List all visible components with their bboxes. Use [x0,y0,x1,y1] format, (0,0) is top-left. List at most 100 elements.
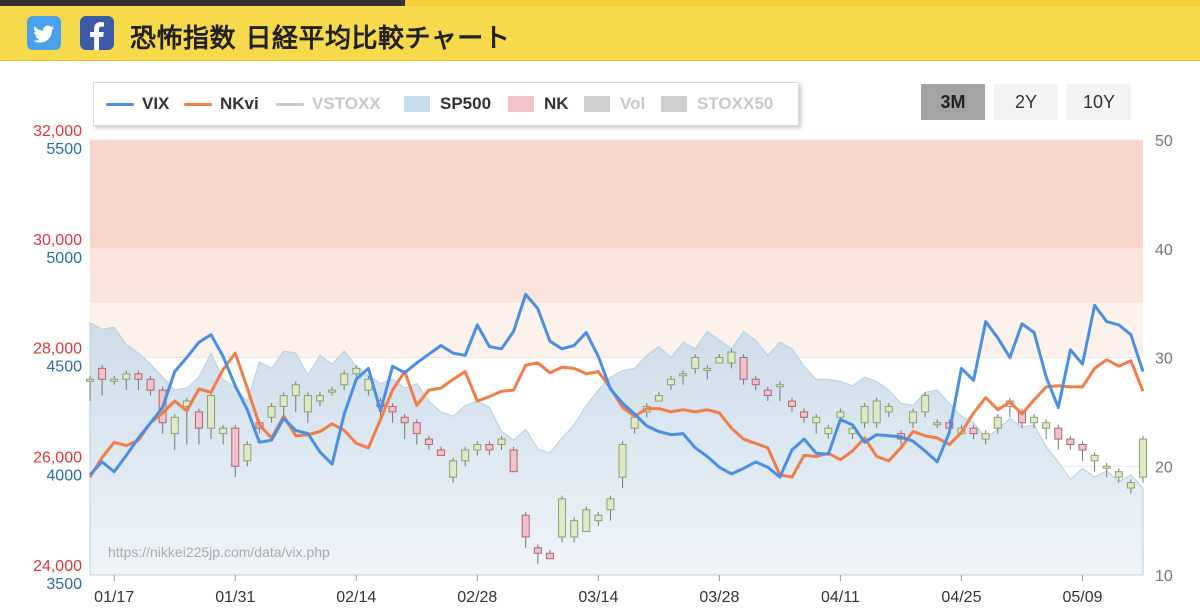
facebook-f-icon [90,22,104,50]
nk-candle-body [570,520,579,538]
nk-candle-body [788,400,796,407]
nk-candle-body [1066,438,1075,445]
nk-candle-body [521,514,530,538]
nk-axis-tick-label: 26,000 [33,449,82,466]
nk-candle-body [739,357,748,380]
top-strip [0,0,1200,6]
nk-candle-body [279,395,288,407]
nk-candle-body [594,514,603,522]
legend-swatch-sp500 [404,96,430,112]
page-header: 恐怖指数 日経平均比較チャート [0,6,1200,61]
nk-candle-body [703,367,712,371]
nk-candle-body [691,357,700,369]
nk-candle-body [1126,482,1135,489]
nk-candle-body [207,395,216,429]
nk-candle-body [1090,454,1099,462]
twitter-button[interactable] [27,16,61,50]
nk-candle-body [582,509,591,532]
nk-candle-body [340,373,349,386]
nk-candle-body [437,449,445,456]
nk-candle-body [219,427,228,435]
nk-axis-tick-label: 28,000 [33,341,82,358]
nk-candle-body [860,405,869,424]
legend-label-nkvi: NKvi [220,94,259,113]
legend-label-sp500: SP500 [440,94,492,113]
nk-candle-body [146,378,155,391]
nk-candle-body [872,400,881,424]
nk-candle-body [473,444,482,451]
nk-candle-body [328,389,337,393]
nk-candle-body [715,357,724,364]
legend-swatch-nk [508,96,534,112]
nk-candle-body [485,444,494,451]
nk-candle-body [654,395,663,402]
nk-candle-body [194,411,203,429]
nk-candle-body [122,373,131,380]
volatility-band-1 [90,248,1143,304]
nk-axis-tick-label: 32,000 [33,123,82,140]
nk-candle-body [388,405,397,413]
nk-candle-body [98,367,107,380]
legend-label-vix: VIX [142,94,170,113]
nk-candle-body [751,378,760,386]
x-tick-label: 05/09 [1062,589,1102,606]
nk-candle-body [981,433,990,440]
sp500-axis-tick-label: 4000 [46,467,82,484]
nk-candle-body [86,378,94,382]
x-tick-label: 03/14 [578,589,618,606]
nk-candle-body [1114,471,1123,478]
nk-candle-body [763,389,772,397]
legend-label-vol: Vol [620,94,646,113]
nk-candle-body [424,438,433,445]
facebook-button[interactable] [80,16,114,50]
legend-label-stoxx50: STOXX50 [697,94,774,113]
nk-candle-body [1054,427,1063,440]
twitter-bird-icon [33,25,54,43]
nk-candle-body [800,411,809,418]
nk-candle-body [400,416,409,424]
nk-candle-body [1030,416,1039,424]
nk-candle-body [412,422,421,435]
nk-axis-tick-label: 30,000 [33,232,82,249]
nk-candle-body [812,416,821,424]
volatility-band-0 [90,140,1143,249]
nk-candle-body [884,405,893,413]
nk-candle-body [291,384,300,397]
volatility-band-2 [90,303,1143,358]
x-tick-label: 04/25 [941,589,981,606]
nk-candle-body [1102,465,1111,469]
nk-candle-body [836,411,845,418]
vol-axis-tick-label: 40 [1155,242,1173,259]
nk-candle-body [303,395,312,413]
nk-candle-body [461,449,470,462]
sp500-axis-tick-label: 5500 [46,141,82,158]
nk-axis-tick-label: 24,000 [33,558,82,575]
nk-candle-body [630,416,639,429]
watermark-text: https://nikkei225jp.com/data/vix.php [108,544,330,560]
range-button-3m[interactable]: 3M [921,84,985,120]
nk-candle-body [449,460,458,478]
legend-swatch-vol [584,96,610,112]
nk-candle-body [993,416,1002,429]
legend-label-vstoxx: VSTOXX [312,94,381,113]
legend-swatch-vstoxx [276,103,304,106]
sp500-axis-tick-label: 5000 [46,250,82,267]
page-title: 恐怖指数 日経平均比較チャート [130,24,511,54]
vol-axis-tick-label: 50 [1155,133,1173,150]
range-button-10y[interactable]: 10Y [1067,84,1131,120]
vol-axis-tick-label: 20 [1155,459,1173,476]
nk-candle-body [666,378,675,386]
nk-candle-body [352,367,361,375]
nk-candle-body [969,427,978,435]
nk-candle-body [545,552,554,560]
nk-candle-body [509,449,518,473]
x-tick-label: 01/31 [215,589,255,606]
x-tick-label: 02/28 [457,589,497,606]
nk-candle-body [1078,444,1087,451]
legend-swatch-nkvi [184,103,212,106]
nk-candle-body [1139,438,1147,478]
vol-axis-tick-label: 30 [1155,351,1173,368]
nk-candle-body [533,547,542,554]
nk-candle-body [243,444,252,462]
range-button-2y[interactable]: 2Y [994,84,1058,120]
